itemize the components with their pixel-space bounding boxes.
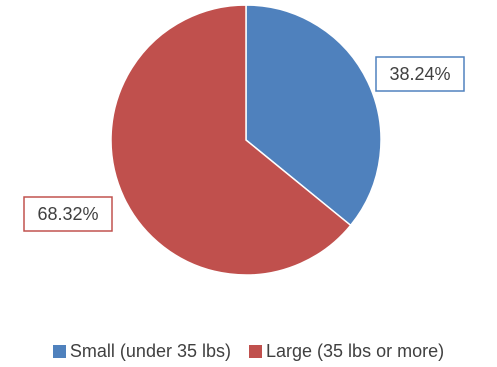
chart-legend: Small (under 35 lbs) Large (35 lbs or mo… <box>0 338 497 364</box>
data-label-small: 38.24% <box>375 56 465 92</box>
data-label-large: 68.32% <box>23 196 113 232</box>
pie-chart-plot: 38.24% 68.32% <box>23 4 465 276</box>
pie-slices <box>110 4 382 276</box>
legend-item-large: Large (35 lbs or more) <box>249 341 444 362</box>
data-label-large-box <box>23 196 113 232</box>
pie-slice-large <box>110 4 352 276</box>
data-label-large-text: 68.32% <box>37 204 98 224</box>
legend-item-small: Small (under 35 lbs) <box>52 340 231 362</box>
data-label-small-box <box>375 56 465 92</box>
legend-label-large: Large (35 lbs or more) <box>266 340 445 361</box>
data-label-small-text: 38.24% <box>389 64 450 84</box>
legend-label-small: Small (under 35 lbs) <box>69 340 231 361</box>
legend-swatch-large <box>249 344 262 358</box>
pie-data-labels: 38.24% 68.32% <box>23 56 465 232</box>
legend-swatch-small <box>52 344 66 358</box>
pie-slice-small <box>245 4 382 227</box>
